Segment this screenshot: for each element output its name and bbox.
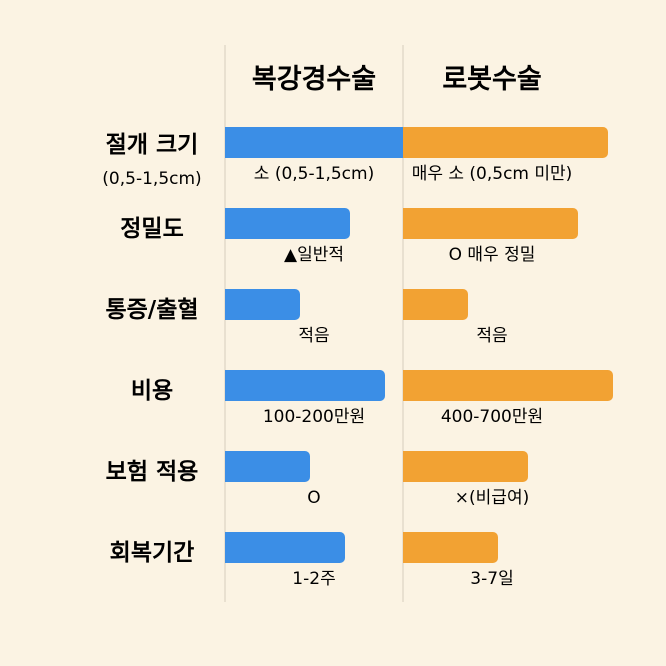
bar [403,289,468,320]
data-label: ▲일반적 [284,245,344,265]
bar [403,532,498,563]
series-header-2: 로봇수술 [442,64,541,95]
data-label: 소 (0,5-1,5cm) [254,164,374,184]
category-label: 회복기간 [110,540,195,566]
category-sublabel: (0,5-1,5cm) [102,169,201,189]
bar-edge [225,208,230,239]
bar-edge [403,208,408,239]
category-label: 절개 크기 [106,132,199,158]
bar-edge [225,127,230,158]
data-label: 1-2주 [292,569,335,589]
bar [225,208,350,239]
bar [403,370,613,401]
data-label: ×(비급여) [455,488,529,508]
series-header-1: 복강경수술 [252,64,376,95]
category-label: 보험 적용 [106,459,199,485]
bar [225,370,385,401]
bar [225,289,300,320]
bar-edge [225,532,230,563]
bar [225,451,310,482]
bar-edge [403,451,408,482]
bar-edge [403,532,408,563]
data-label: 100-200만원 [263,407,365,427]
data-label: 400-700만원 [441,407,543,427]
bar-edge [403,127,408,158]
bar-edge [225,451,230,482]
data-label: 매우 소 (0,5cm 미만) [412,164,573,184]
data-label: 3-7일 [470,569,513,589]
data-label: O 매우 정밀 [449,245,536,265]
bar-edge [225,370,230,401]
bar [403,451,528,482]
bar [225,127,425,158]
category-label: 비용 [131,378,173,404]
bar-edge [403,289,408,320]
data-label: 적음 [298,326,329,346]
bar [225,532,345,563]
category-label: 정밀도 [120,216,183,242]
bar [403,127,608,158]
bar-edge [403,370,408,401]
bar-edge [225,289,230,320]
data-label: O [307,488,320,508]
bar [403,208,578,239]
data-label: 적음 [476,326,507,346]
category-label: 통증/출혈 [105,297,198,323]
